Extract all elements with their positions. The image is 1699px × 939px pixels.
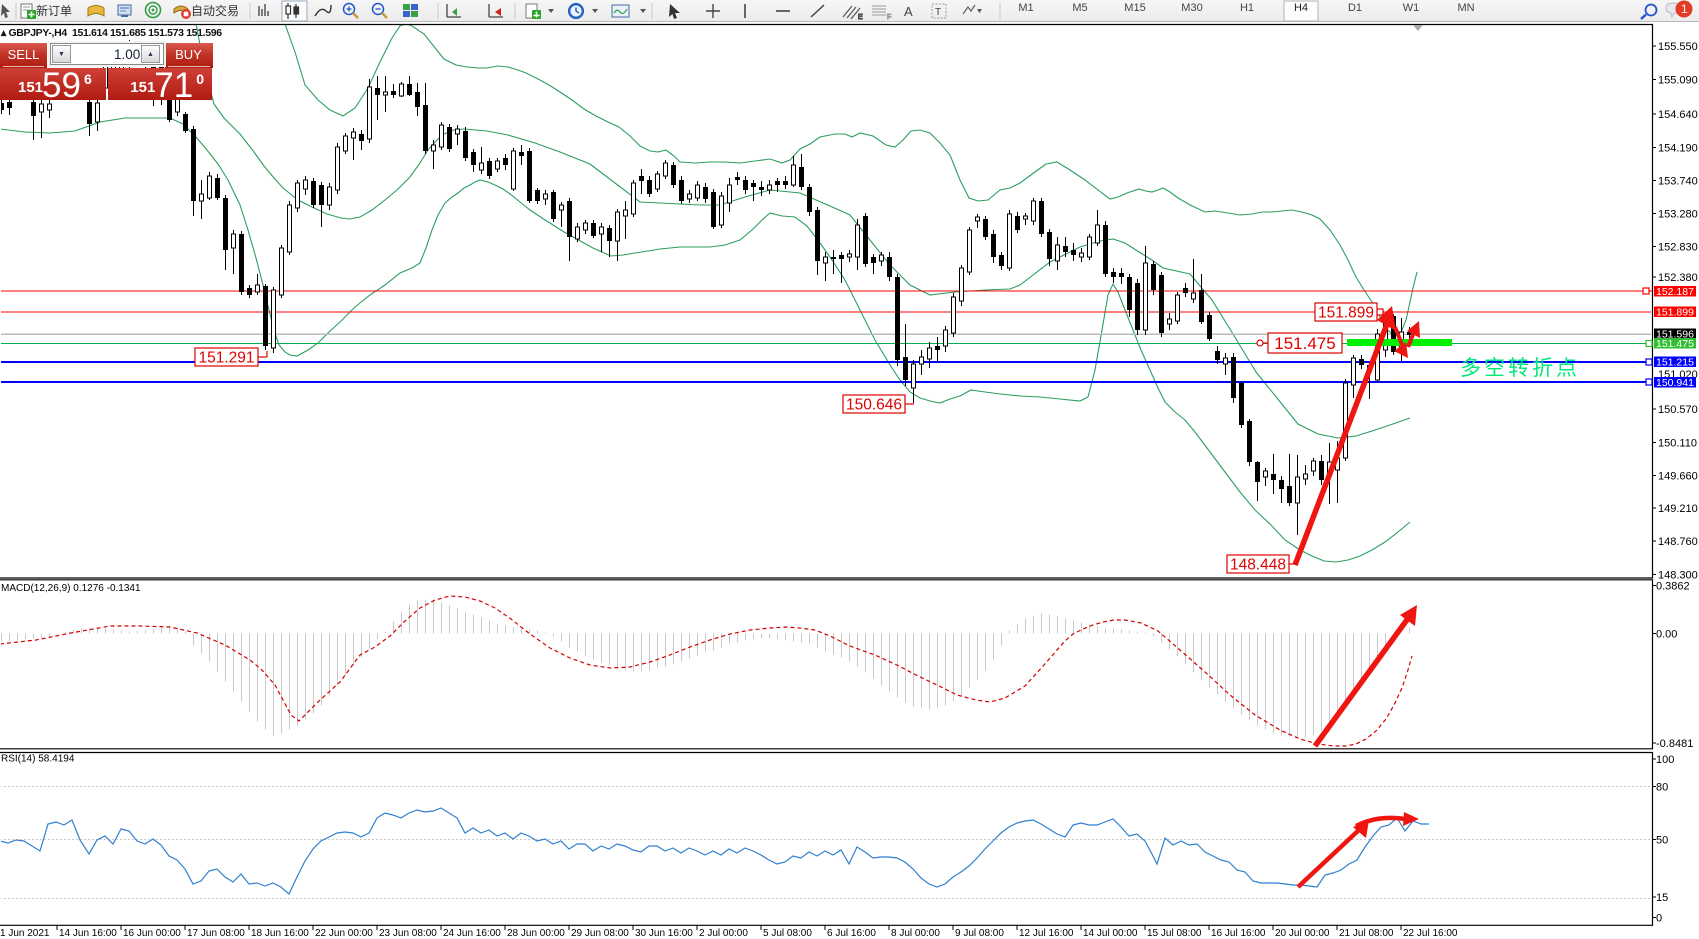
svg-text:21 Jul 08:00: 21 Jul 08:00: [1339, 928, 1394, 939]
svg-text:151.291: 151.291: [198, 349, 254, 366]
svg-text:155.090: 155.090: [1658, 75, 1698, 87]
svg-text:29 Jun 08:00: 29 Jun 08:00: [571, 928, 629, 939]
svg-text:150.570: 150.570: [1658, 404, 1698, 416]
svg-text:22 Jul 16:00: 22 Jul 16:00: [1403, 928, 1458, 939]
svg-text:23 Jun 08:00: 23 Jun 08:00: [379, 928, 437, 939]
svg-text:0.3862: 0.3862: [1656, 581, 1690, 593]
svg-text:154.190: 154.190: [1658, 143, 1698, 155]
svg-text:9 Jul 08:00: 9 Jul 08:00: [955, 928, 1004, 939]
svg-text:151.899: 151.899: [1318, 304, 1374, 321]
svg-text:100: 100: [1656, 754, 1674, 766]
svg-text:152.830: 152.830: [1658, 242, 1698, 254]
svg-text:150.646: 150.646: [846, 396, 902, 413]
svg-text:151.899: 151.899: [1656, 307, 1694, 319]
svg-text:28 Jun 00:00: 28 Jun 00:00: [507, 928, 565, 939]
svg-text:16 Jun 00:00: 16 Jun 00:00: [123, 928, 181, 939]
svg-text:14 Jun 16:00: 14 Jun 16:00: [59, 928, 117, 939]
svg-text:17 Jun 08:00: 17 Jun 08:00: [187, 928, 245, 939]
svg-text:149.210: 149.210: [1658, 503, 1698, 515]
svg-text:T: T: [935, 7, 941, 18]
svg-text:148.300: 148.300: [1658, 569, 1698, 581]
svg-text:12 Jul 16:00: 12 Jul 16:00: [1019, 928, 1074, 939]
svg-text:152.187: 152.187: [1656, 286, 1694, 298]
svg-text:148.760: 148.760: [1658, 536, 1698, 548]
svg-text:15: 15: [1656, 892, 1668, 904]
svg-text:2 Jul 00:00: 2 Jul 00:00: [699, 928, 748, 939]
svg-text:F: F: [887, 14, 891, 21]
svg-text:16 Jul 16:00: 16 Jul 16:00: [1211, 928, 1266, 939]
svg-text:148.448: 148.448: [1230, 556, 1286, 573]
svg-text:A: A: [904, 4, 913, 19]
svg-text:155.550: 155.550: [1658, 41, 1698, 53]
svg-text:151.215: 151.215: [1656, 357, 1694, 369]
svg-text:153.740: 153.740: [1658, 176, 1698, 188]
svg-text:1: 1: [1681, 2, 1688, 16]
svg-text:0.00: 0.00: [1656, 629, 1677, 641]
svg-text:150.110: 150.110: [1658, 438, 1697, 450]
svg-text:24 Jun 16:00: 24 Jun 16:00: [443, 928, 501, 939]
svg-text:153.280: 153.280: [1658, 209, 1698, 221]
svg-text:15 Jul 08:00: 15 Jul 08:00: [1147, 928, 1202, 939]
svg-text:22 Jun 00:00: 22 Jun 00:00: [315, 928, 373, 939]
svg-text:152.380: 152.380: [1658, 272, 1698, 284]
svg-text:E: E: [858, 14, 863, 21]
svg-text:18 Jun 16:00: 18 Jun 16:00: [251, 928, 309, 939]
svg-text:80: 80: [1656, 782, 1668, 794]
svg-text:-0.8481: -0.8481: [1656, 738, 1693, 750]
svg-text:14 Jul 00:00: 14 Jul 00:00: [1083, 928, 1138, 939]
svg-text:151.475: 151.475: [1274, 334, 1335, 353]
svg-text:1 Jun 2021: 1 Jun 2021: [0, 928, 50, 939]
svg-text:151.596: 151.596: [1656, 329, 1694, 341]
svg-text:8 Jul 00:00: 8 Jul 00:00: [891, 928, 940, 939]
svg-text:RSI(14) 58.4194: RSI(14) 58.4194: [1, 754, 75, 765]
svg-text:20 Jul 00:00: 20 Jul 00:00: [1275, 928, 1330, 939]
svg-text:MACD(12,26,9) 0.1276 -0.1341: MACD(12,26,9) 0.1276 -0.1341: [1, 583, 141, 594]
svg-text:30 Jun 16:00: 30 Jun 16:00: [635, 928, 693, 939]
svg-text:0: 0: [1656, 913, 1662, 925]
svg-text:5 Jul 08:00: 5 Jul 08:00: [763, 928, 812, 939]
svg-text:6 Jul 16:00: 6 Jul 16:00: [827, 928, 876, 939]
svg-text:154.640: 154.640: [1658, 109, 1698, 121]
svg-text:151.475: 151.475: [1656, 338, 1694, 350]
svg-text:150.941: 150.941: [1656, 377, 1694, 389]
svg-text:50: 50: [1656, 835, 1668, 847]
svg-text:多空转折点: 多空转折点: [1460, 357, 1580, 380]
svg-text:149.660: 149.660: [1658, 471, 1698, 483]
